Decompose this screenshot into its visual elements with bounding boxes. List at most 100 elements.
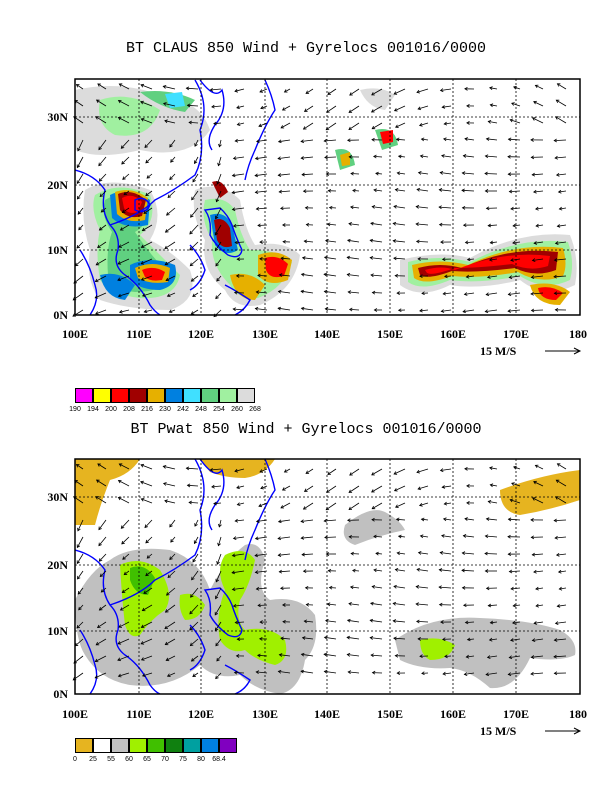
wind-vector <box>304 240 314 243</box>
top-reference-vector-arrow <box>545 347 582 355</box>
wind-vector-head <box>76 164 81 169</box>
wind-vector-head <box>352 188 356 193</box>
wind-vector-head <box>97 244 101 249</box>
wind-vector-head <box>140 244 145 248</box>
wind-vector-head <box>194 523 198 527</box>
wind-vector <box>375 552 383 555</box>
wind-vector <box>118 100 130 107</box>
wind-vector <box>325 122 337 131</box>
wind-vector-head <box>554 621 559 625</box>
wind-vector-head <box>323 138 328 143</box>
bottom-map-title: BT Pwat 850 Wind + Gyrelocs 001016/0000 <box>130 421 482 438</box>
wind-vector <box>324 536 337 538</box>
wind-vector-head <box>323 255 328 260</box>
wind-vector-head <box>143 210 148 214</box>
bottom-color-legend: 0 25 55 60 65 70 75 80 68.4 <box>73 738 275 768</box>
wind-vector-head <box>487 603 492 608</box>
wind-vector <box>556 553 567 556</box>
wind-vector <box>513 86 521 90</box>
wind-vector <box>218 156 222 166</box>
wind-vector-head <box>438 188 443 192</box>
wind-vector <box>371 468 383 476</box>
wind-vector <box>164 500 176 504</box>
lon-label: 100E <box>62 327 88 341</box>
wind-vector-head <box>392 239 397 243</box>
wind-vector-head <box>326 109 330 113</box>
wind-vector <box>533 570 544 573</box>
legend-swatch <box>93 388 111 403</box>
wind-vector-head <box>534 464 539 469</box>
legend-tick-label: 268 <box>249 406 261 413</box>
wind-vector <box>510 119 521 124</box>
wind-vector-head <box>119 227 124 231</box>
wind-vector-head <box>530 155 535 160</box>
wind-vector-head <box>393 471 398 475</box>
wind-vector <box>508 672 521 675</box>
wind-vector-head <box>489 86 493 91</box>
wind-vector-head <box>193 540 198 545</box>
wind-vector <box>486 518 498 521</box>
wind-vector-head <box>371 290 376 295</box>
wind-vector-head <box>443 121 448 126</box>
wind-vector <box>169 519 176 528</box>
wind-vector <box>236 485 245 489</box>
wind-vector-head <box>166 673 171 677</box>
wind-vector-head <box>489 620 494 625</box>
wind-vector-head <box>531 172 536 177</box>
wind-vector-head <box>215 578 220 583</box>
wind-vector-head <box>215 642 219 647</box>
wind-vector <box>441 535 452 538</box>
wind-vector-head <box>508 655 513 660</box>
wind-vector <box>118 672 130 677</box>
wind-vector-head <box>303 619 308 624</box>
wind-vector <box>531 309 544 311</box>
wind-vector-head <box>439 551 444 555</box>
wind-vector-head <box>254 156 259 161</box>
wind-vector-head <box>325 239 329 243</box>
wind-vector-head <box>553 274 557 279</box>
wind-vector <box>233 156 245 159</box>
wind-vector <box>465 241 475 243</box>
wind-vector-head <box>415 602 419 607</box>
wind-vector <box>144 519 153 528</box>
wind-vector-head <box>369 256 374 260</box>
wind-vector <box>256 671 268 674</box>
top-color-legend: 190 194 200 208 216 230 242 248 254 260 268 <box>69 388 275 418</box>
legend-swatch <box>75 738 93 753</box>
wind-vector <box>532 173 544 176</box>
wind-vector <box>490 621 498 624</box>
wind-vector <box>348 223 360 226</box>
wind-vector <box>143 207 153 214</box>
wind-vector-head <box>305 470 310 474</box>
wind-vector-head <box>350 551 354 556</box>
wind-vector-head <box>375 551 379 556</box>
legend-swatch <box>237 388 255 403</box>
wind-vector-head <box>117 496 122 501</box>
top-map-field <box>75 86 577 310</box>
wind-vector-head <box>371 137 375 142</box>
wind-vector-head <box>509 118 514 123</box>
wind-vector-head <box>143 590 147 594</box>
wind-vector <box>76 553 84 564</box>
wind-vector <box>233 536 245 539</box>
bottom-gridlines <box>75 459 580 694</box>
wind-vector <box>95 275 107 282</box>
wind-vector-head <box>94 278 99 283</box>
wind-vector-head <box>232 536 237 540</box>
wind-vector <box>462 172 475 175</box>
wind-vector <box>324 519 337 522</box>
wind-vector-head <box>76 195 81 200</box>
wind-vector-head <box>371 92 375 96</box>
wind-vector <box>463 155 475 158</box>
wind-vector <box>278 553 291 556</box>
wind-vector-head <box>509 498 514 503</box>
wind-vector <box>559 587 567 590</box>
wind-vector <box>164 621 176 629</box>
wind-vector <box>167 190 176 198</box>
wind-vector <box>301 670 314 674</box>
wind-vector-head <box>277 156 282 161</box>
wind-vector <box>117 275 130 281</box>
wind-vector-head <box>140 83 145 88</box>
wind-vector-head <box>392 619 397 623</box>
wind-vector <box>216 173 222 185</box>
